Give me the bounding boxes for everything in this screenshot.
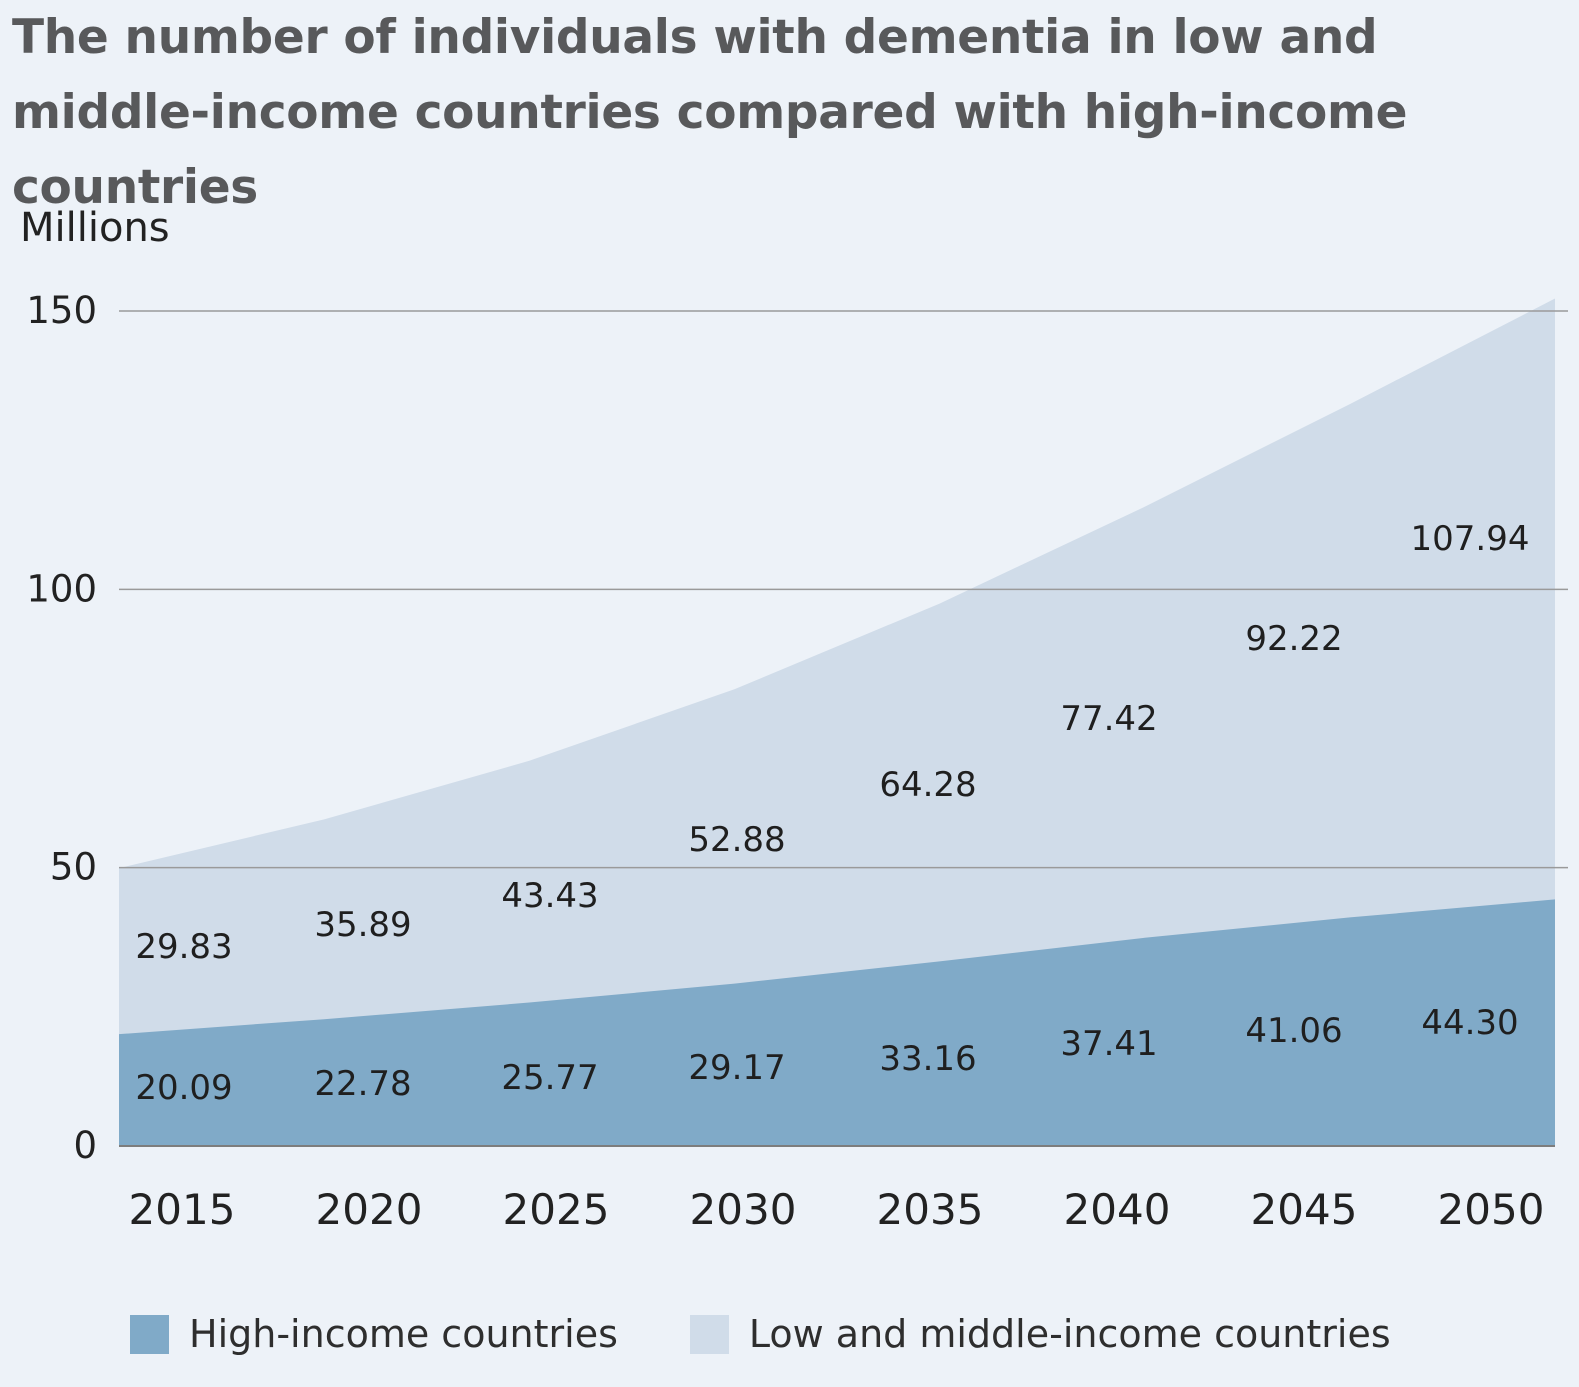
series-area-high-income bbox=[119, 899, 1555, 1146]
x-tick-label: 2045 bbox=[1251, 1185, 1358, 1234]
legend-item-low-middle-income: Low and middle-income countries bbox=[689, 1312, 1391, 1356]
data-label-low-middle-income: 77.42 bbox=[1060, 699, 1157, 739]
x-tick-label: 2035 bbox=[877, 1185, 984, 1234]
legend-label-high-income: High-income countries bbox=[189, 1312, 618, 1356]
legend-item-high-income: High-income countries bbox=[130, 1312, 618, 1356]
x-tick-label: 2030 bbox=[690, 1185, 797, 1234]
data-label-low-middle-income: 52.88 bbox=[688, 820, 785, 860]
x-tick-label: 2025 bbox=[503, 1185, 610, 1234]
legend-swatch-low-middle-income bbox=[689, 1314, 729, 1354]
data-label-high-income: 37.41 bbox=[1060, 1024, 1157, 1064]
data-label-high-income: 22.78 bbox=[314, 1064, 411, 1104]
x-tick-label: 2020 bbox=[316, 1185, 423, 1234]
y-tick-label: 150 bbox=[26, 289, 97, 332]
data-label-high-income: 29.17 bbox=[688, 1048, 785, 1088]
legend-swatch-high-income bbox=[130, 1314, 169, 1354]
legend: High-income countries Low and middle-inc… bbox=[130, 1312, 1463, 1356]
data-label-high-income: 41.06 bbox=[1245, 1011, 1342, 1051]
data-label-low-middle-income: 64.28 bbox=[879, 765, 976, 805]
data-label-high-income: 20.09 bbox=[135, 1068, 232, 1108]
data-label-low-middle-income: 29.83 bbox=[135, 927, 232, 967]
data-label-low-middle-income: 92.22 bbox=[1245, 619, 1342, 659]
data-label-low-middle-income: 43.43 bbox=[501, 876, 598, 916]
data-label-high-income: 25.77 bbox=[501, 1058, 598, 1098]
data-label-high-income: 33.16 bbox=[879, 1039, 976, 1079]
data-label-low-middle-income: 35.89 bbox=[314, 905, 411, 945]
x-tick-label: 2015 bbox=[129, 1185, 236, 1234]
y-tick-label: 50 bbox=[50, 846, 97, 889]
legend-label-low-middle-income: Low and middle-income countries bbox=[748, 1312, 1391, 1356]
y-tick-label: 0 bbox=[73, 1124, 97, 1167]
x-tick-label: 2050 bbox=[1438, 1185, 1545, 1234]
chart-title: The number of individuals with dementia … bbox=[12, 10, 1408, 215]
y-axis-label: Millions bbox=[20, 205, 170, 251]
data-label-high-income: 44.30 bbox=[1421, 1003, 1518, 1043]
data-label-low-middle-income: 107.94 bbox=[1411, 519, 1530, 559]
y-tick-label: 100 bbox=[26, 567, 97, 610]
x-tick-label: 2040 bbox=[1064, 1185, 1171, 1234]
